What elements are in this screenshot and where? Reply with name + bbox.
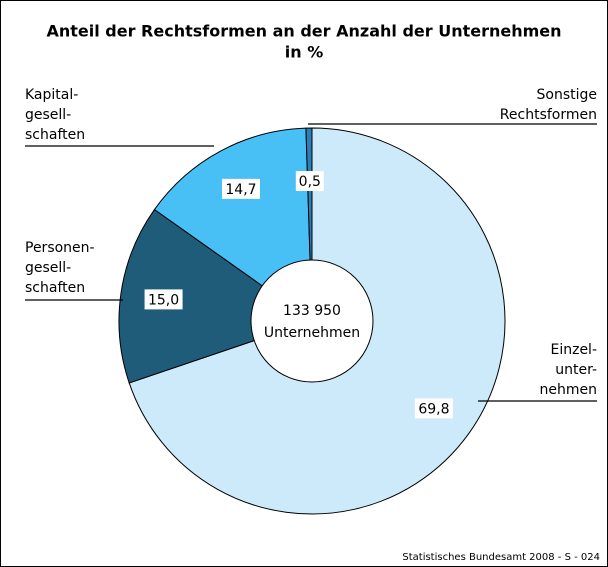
value-label-box — [295, 171, 324, 192]
category-label: gesell- — [25, 107, 71, 123]
value-label: 14,7 — [225, 182, 256, 198]
value-label: 0,5 — [299, 174, 321, 190]
donut-slice — [118, 208, 314, 384]
category-label: Kapital- — [25, 87, 78, 103]
donut-slice — [153, 127, 313, 322]
value-label-box — [414, 398, 453, 419]
source-note: Statistisches Bundesamt 2008 - S - 024 — [402, 552, 600, 563]
category-label: unter- — [555, 362, 597, 378]
center-label: Unternehmen — [264, 325, 360, 341]
value-label: 15,0 — [148, 292, 179, 308]
category-label: Rechtsformen — [500, 107, 597, 123]
category-label: Personen- — [25, 240, 95, 256]
value-label-box — [221, 178, 260, 199]
category-label: Sonstige — [537, 87, 598, 103]
chart-title: Anteil der Rechtsformen an der Anzahl de… — [46, 22, 561, 41]
category-label: gesell- — [25, 260, 71, 276]
chart-subtitle: in % — [285, 43, 323, 62]
center-label: 133 950 — [283, 303, 341, 319]
category-label: schaften — [25, 280, 85, 296]
category-label: Einzel- — [550, 342, 597, 358]
value-label-box — [144, 289, 183, 310]
donut-hole — [250, 259, 374, 383]
category-label: nehmen — [540, 382, 597, 398]
category-label: schaften — [25, 127, 85, 143]
value-label: 69,8 — [418, 401, 449, 417]
